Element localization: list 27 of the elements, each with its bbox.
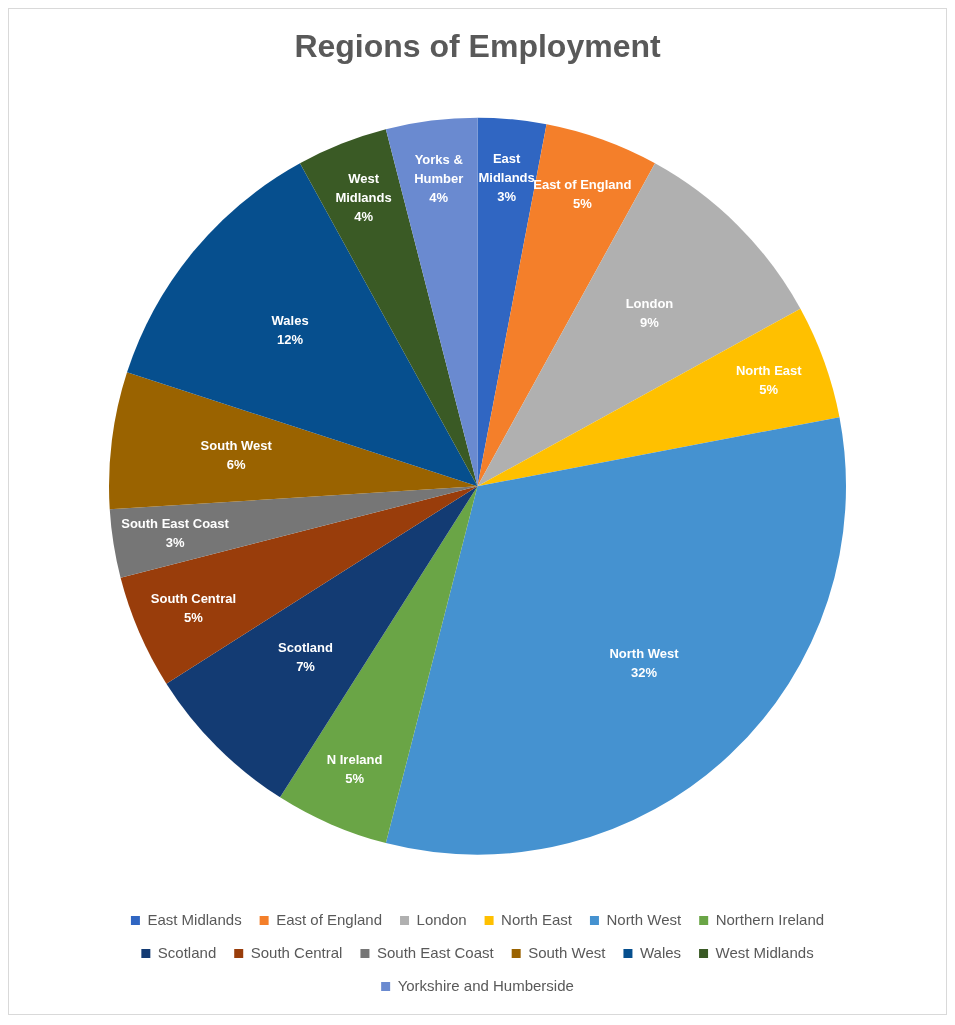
data-label: East of England 5%: [533, 177, 632, 212]
data-label: Yorks & Humber 4%: [414, 151, 464, 205]
legend-label: East Midlands: [147, 910, 242, 928]
data-label: Scotland 7%: [278, 640, 334, 675]
legend-label: London: [416, 910, 467, 928]
legend-label: North East: [501, 910, 573, 928]
data-label: South West 6%: [200, 437, 273, 472]
legend-label: Scotland: [157, 943, 217, 961]
legend-label: West Midlands: [715, 943, 814, 961]
data-label: N Ireland 5%: [326, 752, 383, 787]
data-label: London 9%: [625, 296, 674, 331]
legend-label: Yorkshire and Humberside: [397, 976, 574, 994]
data-label: West Midlands 4%: [335, 170, 392, 224]
legend-label: Northern Ireland: [715, 910, 825, 928]
legend-label: South Central: [250, 943, 343, 961]
data-label: South Central 5%: [150, 591, 237, 626]
data-label: Wales 12%: [271, 313, 309, 348]
data-label: South East Coast 3%: [121, 516, 230, 551]
legend-label: South West: [528, 943, 607, 961]
legend-label: North West: [606, 910, 683, 928]
data-label: East Midlands 3%: [478, 150, 535, 204]
data-label: North East 5%: [735, 363, 803, 398]
legend-label: East of England: [276, 910, 383, 928]
legend-label: South East Coast: [376, 943, 495, 961]
data-label: North West 32%: [609, 645, 680, 680]
legend-label: Wales: [639, 943, 682, 961]
chart-title: Regions of Employment: [294, 28, 661, 65]
